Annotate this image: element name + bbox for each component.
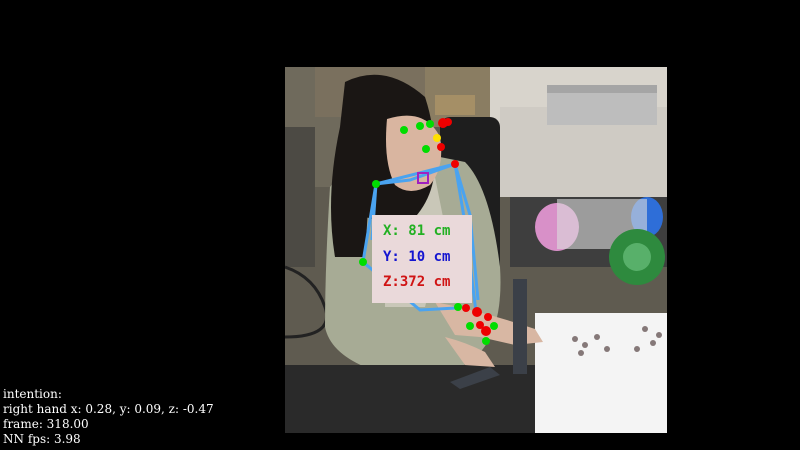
camera-scene bbox=[285, 67, 667, 433]
coord-y: Y: 10 cm bbox=[383, 249, 451, 265]
coordinate-readout: X: 81 cm Y: 10 cm Z:372 cm bbox=[372, 215, 472, 303]
coord-x: X: 81 cm bbox=[383, 223, 451, 239]
status-hud: intention: right hand x: 0.28, y: 0.09, … bbox=[3, 387, 214, 447]
camera-feed bbox=[285, 67, 667, 433]
coord-z: Z:372 cm bbox=[383, 274, 451, 290]
hud-nn-fps: NN fps: 3.98 bbox=[3, 432, 81, 446]
hud-frame: frame: 318.00 bbox=[3, 417, 89, 431]
hud-right-hand: right hand x: 0.28, y: 0.09, z: -0.47 bbox=[3, 402, 214, 416]
hud-intention: intention: bbox=[3, 387, 62, 401]
